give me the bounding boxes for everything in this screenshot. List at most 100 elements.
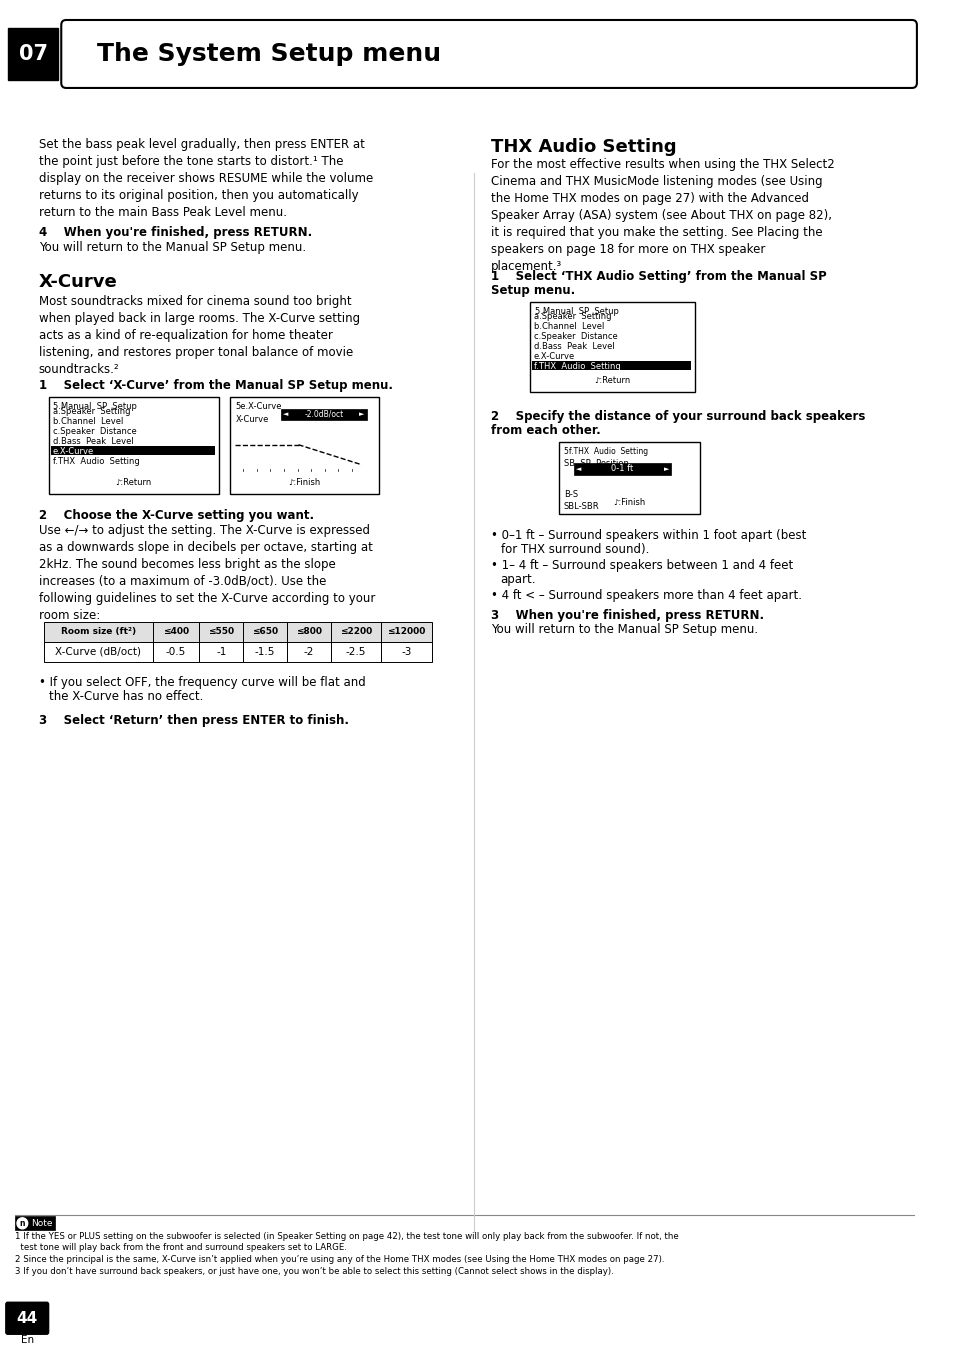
Text: the X-Curve has no effect.: the X-Curve has no effect.: [49, 690, 203, 702]
Text: Set the bass peak level gradually, then press ENTER at
the point just before the: Set the bass peak level gradually, then …: [39, 137, 373, 218]
Text: -2.0dB/oct: -2.0dB/oct: [304, 410, 343, 418]
Bar: [14, 1216, 55, 1231]
Text: THX Audio Setting: THX Audio Setting: [491, 137, 676, 156]
Text: 4    When you're finished, press RETURN.: 4 When you're finished, press RETURN.: [39, 226, 312, 239]
Bar: [243, 621, 287, 642]
Text: 2    Choose the X-Curve setting you want.: 2 Choose the X-Curve setting you want.: [39, 508, 314, 522]
Text: Most soundtracks mixed for cinema sound too bright
when played back in large roo: Most soundtracks mixed for cinema sound …: [39, 295, 359, 376]
Text: n: n: [20, 1219, 25, 1228]
Text: -1: -1: [215, 647, 226, 656]
Text: ►: ►: [663, 466, 668, 472]
Text: • 0–1 ft – Surround speakers within 1 foot apart (best: • 0–1 ft – Surround speakers within 1 fo…: [491, 528, 805, 542]
Text: Note: Note: [31, 1219, 52, 1228]
Text: X-Curve (dB/oct): X-Curve (dB/oct): [55, 647, 141, 656]
Bar: [532, 361, 691, 369]
Text: ≤400: ≤400: [163, 627, 189, 636]
Bar: [529, 302, 695, 392]
Text: -1.5: -1.5: [254, 647, 274, 656]
Text: -0.5: -0.5: [166, 647, 186, 656]
Bar: [231, 396, 378, 493]
Text: b.Channel  Level: b.Channel Level: [534, 322, 603, 330]
Bar: [44, 642, 152, 662]
Text: a.Speaker  Setting: a.Speaker Setting: [534, 311, 611, 321]
Bar: [331, 642, 381, 662]
Text: test tone will play back from the front and surround speakers set to LARGE.: test tone will play back from the front …: [14, 1243, 346, 1252]
Text: ♪:Return: ♪:Return: [594, 376, 630, 384]
Text: • 4 ft < – Surround speakers more than 4 feet apart.: • 4 ft < – Surround speakers more than 4…: [491, 589, 801, 601]
Bar: [44, 621, 152, 642]
Text: 44: 44: [16, 1310, 38, 1325]
Bar: [381, 621, 432, 642]
Bar: [381, 642, 432, 662]
Text: -2: -2: [303, 647, 314, 656]
Text: 5f.THX  Audio  Setting: 5f.THX Audio Setting: [563, 446, 647, 456]
Text: 3    Select ‘Return’ then press ENTER to finish.: 3 Select ‘Return’ then press ENTER to fi…: [39, 713, 349, 727]
Text: 3    When you're finished, press RETURN.: 3 When you're finished, press RETURN.: [491, 609, 763, 621]
Text: • If you select OFF, the frequency curve will be flat and: • If you select OFF, the frequency curve…: [39, 675, 365, 689]
Circle shape: [17, 1217, 28, 1229]
Bar: [243, 642, 287, 662]
Text: Room size (ft²): Room size (ft²): [61, 627, 135, 636]
Text: c.Speaker  Distance: c.Speaker Distance: [52, 427, 136, 435]
Bar: [152, 621, 199, 642]
Text: ♪:Finish: ♪:Finish: [288, 477, 320, 487]
Bar: [199, 621, 243, 642]
Text: a.Speaker  Setting: a.Speaker Setting: [52, 407, 130, 415]
Text: 3 If you don’t have surround back speakers, or just have one, you won’t be able : 3 If you don’t have surround back speake…: [14, 1267, 613, 1277]
Text: X-Curve: X-Curve: [235, 415, 269, 423]
Bar: [287, 642, 331, 662]
Text: 1 If the YES or PLUS setting on the subwoofer is selected (in Speaker Setting on: 1 If the YES or PLUS setting on the subw…: [14, 1232, 678, 1242]
Text: ≤550: ≤550: [208, 627, 234, 636]
Text: b.Channel  Level: b.Channel Level: [52, 417, 123, 426]
Text: The System Setup menu: The System Setup menu: [97, 42, 441, 66]
Text: e.X-Curve: e.X-Curve: [52, 446, 93, 456]
Bar: [49, 396, 218, 493]
Text: 1    Select ‘X-Curve’ from the Manual SP Setup menu.: 1 Select ‘X-Curve’ from the Manual SP Se…: [39, 379, 393, 392]
Text: 2    Specify the distance of your surround back speakers: 2 Specify the distance of your surround …: [491, 410, 864, 423]
Text: d.Bass  Peak  Level: d.Bass Peak Level: [52, 437, 133, 446]
Bar: [558, 442, 700, 514]
FancyBboxPatch shape: [61, 20, 916, 88]
Text: ◄: ◄: [575, 466, 580, 472]
Text: ≤800: ≤800: [295, 627, 321, 636]
Text: • 1– 4 ft – Surround speakers between 1 and 4 feet: • 1– 4 ft – Surround speakers between 1 …: [491, 558, 793, 572]
Text: f.THX  Audio  Setting: f.THX Audio Setting: [52, 457, 139, 466]
Text: -3: -3: [401, 647, 411, 656]
Text: apart.: apart.: [500, 573, 536, 585]
FancyBboxPatch shape: [6, 1302, 49, 1335]
Bar: [331, 621, 381, 642]
Text: ≤650: ≤650: [252, 627, 277, 636]
Bar: [199, 642, 243, 662]
Text: d.Bass  Peak  Level: d.Bass Peak Level: [534, 342, 614, 350]
Text: -2.5: -2.5: [345, 647, 366, 656]
Text: ◄: ◄: [283, 411, 288, 417]
Text: 2 Since the principal is the same, X-Curve isn’t applied when you’re using any o: 2 Since the principal is the same, X-Cur…: [14, 1255, 663, 1264]
Text: 0-1 ft: 0-1 ft: [611, 464, 633, 473]
Text: ♪:Return: ♪:Return: [115, 477, 152, 487]
Bar: [51, 446, 214, 454]
Bar: [152, 642, 199, 662]
Text: 5e.X-Curve: 5e.X-Curve: [235, 402, 281, 411]
Text: 5.Manual  SP  Setup: 5.Manual SP Setup: [535, 307, 618, 315]
Text: You will return to the Manual SP Setup menu.: You will return to the Manual SP Setup m…: [491, 623, 758, 636]
FancyBboxPatch shape: [8, 28, 58, 80]
Text: You will return to the Manual SP Setup menu.: You will return to the Manual SP Setup m…: [39, 241, 306, 253]
Text: En: En: [21, 1336, 33, 1345]
Text: e.X-Curve: e.X-Curve: [534, 352, 575, 361]
Text: c.Speaker  Distance: c.Speaker Distance: [534, 332, 617, 341]
Text: Use ←/→ to adjust the setting. The X-Curve is expressed
as a downwards slope in : Use ←/→ to adjust the setting. The X-Cur…: [39, 524, 375, 621]
Text: Setup menu.: Setup menu.: [491, 284, 575, 297]
Bar: [281, 408, 366, 419]
Text: from each other.: from each other.: [491, 423, 600, 437]
Text: for THX surround sound).: for THX surround sound).: [500, 543, 648, 555]
Bar: [573, 462, 670, 474]
Bar: [287, 621, 331, 642]
Text: ►: ►: [359, 411, 364, 417]
Text: SBL-SBR: SBL-SBR: [563, 501, 598, 511]
Text: f.THX  Audio  Setting: f.THX Audio Setting: [534, 361, 619, 371]
Text: 1    Select ‘THX Audio Setting’ from the Manual SP: 1 Select ‘THX Audio Setting’ from the Ma…: [491, 270, 826, 283]
Text: SB  SP  Position: SB SP Position: [563, 458, 628, 468]
Text: 07: 07: [18, 44, 48, 63]
Text: 5.Manual  SP  Setup: 5.Manual SP Setup: [53, 402, 137, 411]
Text: ♪:Finish: ♪:Finish: [613, 497, 644, 507]
